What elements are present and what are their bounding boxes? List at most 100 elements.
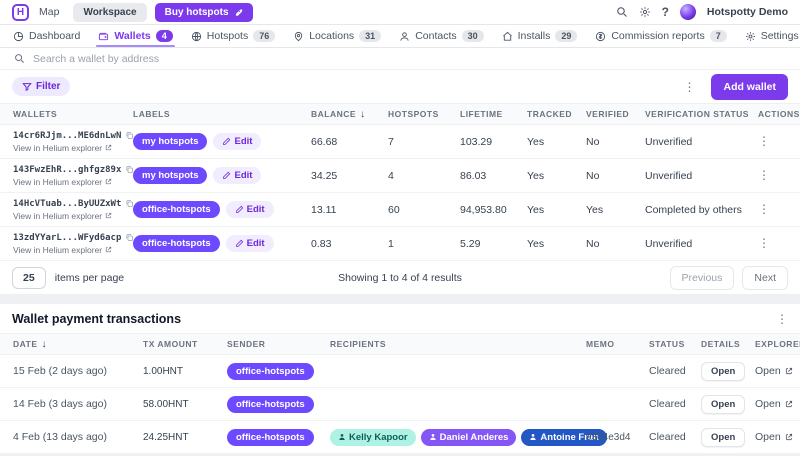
row-menu-icon[interactable]: ⋮ xyxy=(758,236,770,250)
user-menu[interactable]: Hotspotty Demo xyxy=(706,6,788,18)
filter-button[interactable]: Filter xyxy=(12,77,71,96)
col-explorer[interactable]: Explorer xyxy=(755,339,800,349)
tab-settings[interactable]: Settings xyxy=(736,25,800,47)
open-details-button[interactable]: Open xyxy=(701,427,746,447)
add-wallet-button[interactable]: Add wallet xyxy=(711,73,788,100)
memo-cell: 9304e3d4 xyxy=(586,431,631,443)
transactions-card: Wallet payment transactions ⋮ Date ↓ Tx a… xyxy=(0,304,800,454)
tracked-cell: Yes xyxy=(527,135,545,148)
col-status[interactable]: Status xyxy=(649,339,685,349)
recipient-pill[interactable]: Kelly Kapoor xyxy=(330,428,416,446)
gear-icon[interactable] xyxy=(639,6,651,18)
col-sender[interactable]: Sender xyxy=(227,339,266,349)
copy-icon[interactable] xyxy=(125,131,134,140)
copy-icon[interactable] xyxy=(125,233,134,242)
col-lifetime[interactable]: Lifetime xyxy=(460,109,503,119)
wallet-label-pill[interactable]: my hotspots xyxy=(133,133,208,150)
lifetime-cell: 5.29 xyxy=(460,237,481,250)
recipient-pill[interactable]: Daniel Anderes xyxy=(420,428,517,446)
col-verification-status[interactable]: Verification status xyxy=(645,109,749,119)
workspace-button[interactable]: Workspace xyxy=(73,2,147,22)
col-tx-amount[interactable]: Tx amount xyxy=(143,339,198,349)
sender-pill[interactable]: office-hotspots xyxy=(227,362,314,380)
wallet-label-pill[interactable]: office-hotspots xyxy=(133,201,220,218)
col-tracked[interactable]: Tracked xyxy=(527,109,573,119)
tab-label: Contacts xyxy=(415,30,457,42)
sender-pill[interactable]: office-hotspots xyxy=(227,395,314,413)
tab-badge: 31 xyxy=(359,30,382,42)
tab-wallets[interactable]: Wallets 4 xyxy=(89,25,181,47)
sender-pill[interactable]: office-hotspots xyxy=(227,428,314,446)
edit-label-button[interactable]: Edit xyxy=(213,167,262,184)
recipients-cell: Kelly Kapoor Daniel Anderes Antoine Fran xyxy=(330,428,608,446)
col-hotspots[interactable]: Hotspots xyxy=(388,109,439,119)
search-input[interactable] xyxy=(33,52,433,65)
row-menu-icon[interactable]: ⋮ xyxy=(758,202,770,216)
col-verified[interactable]: Verified xyxy=(586,109,630,119)
open-details-button[interactable]: Open xyxy=(701,394,746,414)
pagination: 25 items per page Showing 1 to 4 of 4 re… xyxy=(0,261,800,294)
map-link[interactable]: Map xyxy=(39,6,60,18)
buy-hotspots-button[interactable]: Buy hotspots xyxy=(154,2,253,22)
explorer-open-link[interactable]: Open xyxy=(755,431,800,443)
tab-badge: 30 xyxy=(461,30,484,42)
edit-label-button[interactable]: Edit xyxy=(225,235,274,252)
tab-locations[interactable]: Locations 31 xyxy=(284,25,390,47)
explorer-open-link[interactable]: Open xyxy=(755,398,800,410)
help-icon[interactable]: ? xyxy=(661,5,669,19)
hotspotty-logo[interactable]: H xyxy=(12,3,29,21)
tracked-cell: Yes xyxy=(527,237,545,250)
row-actions: ⋮ xyxy=(752,135,800,148)
page-size-select[interactable]: 25 xyxy=(12,266,46,289)
col-memo[interactable]: Memo xyxy=(586,339,615,349)
row-menu-icon[interactable]: ⋮ xyxy=(758,134,770,148)
transactions-header: Wallet payment transactions ⋮ xyxy=(0,304,800,333)
helium-explorer-link[interactable]: View in Helium explorer xyxy=(13,245,133,255)
copy-icon[interactable] xyxy=(125,199,134,208)
tab-badge: 76 xyxy=(253,30,276,42)
col-wallets[interactable]: Wallets xyxy=(13,109,58,119)
row-menu-icon[interactable]: ⋮ xyxy=(758,168,770,182)
search-icon[interactable] xyxy=(616,6,628,18)
verification-status-cell: Unverified xyxy=(645,169,693,182)
wallet-search-bar xyxy=(0,48,800,70)
helium-explorer-link[interactable]: View in Helium explorer xyxy=(13,211,133,221)
tab-commission-reports[interactable]: Commission reports 7 xyxy=(586,25,735,47)
open-details-button[interactable]: Open xyxy=(701,361,746,381)
recipient-pill[interactable]: Antoine Fran xyxy=(521,428,608,446)
col-details[interactable]: Details xyxy=(701,339,741,349)
wallets-menu-icon[interactable]: ⋮ xyxy=(683,79,696,94)
wallet-label-pill[interactable]: my hotspots xyxy=(133,167,208,184)
map-pin-icon xyxy=(295,31,303,41)
copy-icon[interactable] xyxy=(125,165,134,174)
wallet-label-pill[interactable]: office-hotspots xyxy=(133,235,220,252)
table-row: 14cr6RJjm...ME6dnLwN View in Helium expl… xyxy=(0,125,800,159)
col-recipients[interactable]: Recipients xyxy=(330,339,387,349)
topbar: H Map Workspace Buy hotspots ? Hotspotty… xyxy=(0,0,800,25)
col-labels[interactable]: Labels xyxy=(133,109,170,119)
helium-explorer-link[interactable]: View in Helium explorer xyxy=(13,177,133,187)
lifetime-cell: 94,953.80 xyxy=(460,203,507,216)
balance-cell: 0.83 xyxy=(311,237,332,250)
external-link-icon xyxy=(785,433,792,441)
tab-installs[interactable]: Installs 29 xyxy=(493,25,587,47)
tab-label: Commission reports xyxy=(611,30,705,42)
wallet-cell: 14HcVTuab...ByUUZxWt View in Helium expl… xyxy=(13,199,134,221)
avatar[interactable] xyxy=(679,4,696,20)
edit-label-button[interactable]: Edit xyxy=(213,133,262,150)
col-balance[interactable]: Balance ↓ xyxy=(311,108,366,120)
tab-contacts[interactable]: Contacts 30 xyxy=(390,25,492,47)
tab-dashboard[interactable]: Dashboard xyxy=(4,25,89,47)
external-link-icon xyxy=(785,400,792,408)
lifetime-cell: 86.03 xyxy=(460,169,487,182)
edit-label-button[interactable]: Edit xyxy=(225,201,274,218)
col-date[interactable]: Date ↓ xyxy=(13,338,48,350)
previous-button[interactable]: Previous xyxy=(669,265,735,290)
pencil-icon xyxy=(223,137,231,145)
helium-explorer-link[interactable]: View in Helium explorer xyxy=(13,143,133,153)
next-button[interactable]: Next xyxy=(742,265,788,290)
tab-hotspots[interactable]: Hotspots 76 xyxy=(182,25,284,47)
transactions-menu-icon[interactable]: ⋮ xyxy=(776,311,788,326)
wallet-cell: 143FwzEhR...ghfgz89x View in Helium expl… xyxy=(13,165,134,187)
explorer-open-link[interactable]: Open xyxy=(755,365,800,377)
